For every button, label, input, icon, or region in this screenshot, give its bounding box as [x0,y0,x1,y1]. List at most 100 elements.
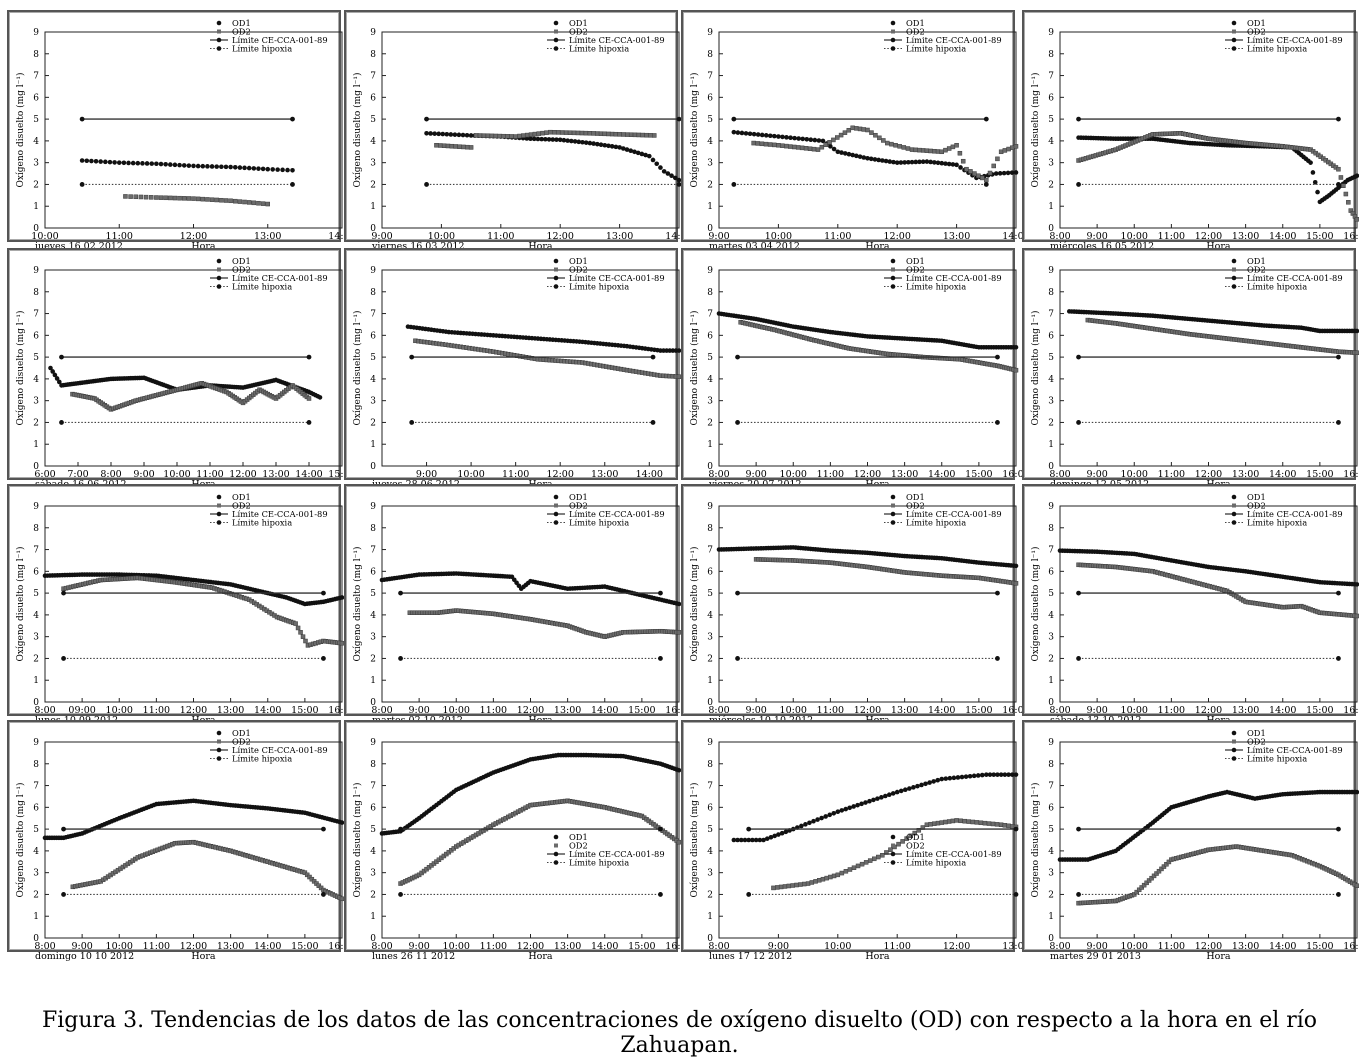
legend-label: Límite CE-CCA-001-89 [232,509,328,519]
od1-point [214,164,220,169]
legend-label: OD1 [906,18,925,28]
y-tick-label: 7 [370,782,376,792]
od2-point [1346,200,1351,205]
od2-point [976,173,981,178]
y-tick-label: 0 [1048,224,1054,234]
chart-svg: 0 1 2 3 4 5 6 7 8 9 8:00 9:00 10:00 11:00 12:00 13:00 14… [1030,492,1359,726]
x-tick-label: 14:00 [928,705,955,716]
od2-point [1006,823,1011,829]
hypoxia-limit-point [398,892,403,897]
x-tick-label: 14:00 [591,941,618,952]
y-axis-label: Oxígeno disuelto (mg l⁻¹) [1030,310,1041,425]
od2-point [900,839,905,844]
hypoxia-limit-point [61,656,66,661]
od1-point [647,153,652,159]
x-tick-label: 13:00 [1232,941,1259,952]
od1-point [339,595,345,600]
od2-point [904,836,909,841]
od1-point [776,134,781,139]
od2-point [625,132,630,137]
x-tick-label: 16:00 [1343,231,1359,242]
legend-label: Límite hipoxia [1247,754,1307,764]
y-tick-label: 8 [707,50,713,60]
od2-point [468,145,474,150]
y-axis-label: Oxígeno disuelto (mg l⁻¹) [352,782,363,897]
x-tick-label: 8:00 [708,705,729,716]
regulatory-limit-point [59,354,64,360]
od1-point [550,137,556,142]
od1-point [237,165,243,170]
hypoxia-limit-point [650,420,656,425]
od2-point [805,881,811,886]
od2-point [986,821,992,826]
od1-point [676,768,682,773]
legend-symbol [216,520,222,525]
date-label: martes 29 01 2013 [1050,951,1141,962]
x-tick-label: 15:00 [1306,705,1333,716]
od2-point [1144,880,1149,886]
y-tick-label: 2 [707,890,713,900]
y-tick-label: 8 [370,524,376,534]
x-tick-label: 9:00 [745,705,766,716]
y-tick-label: 6 [1048,803,1054,813]
x-tick-label: 13:00 [1232,231,1259,242]
od2-point [1013,144,1019,149]
y-tick-label: 2 [33,654,39,664]
od1-point [572,139,578,144]
od1-point [1009,170,1015,175]
od2-point [644,132,649,138]
od2-point [968,169,973,174]
legend-symbol [553,834,559,840]
x-tick-label: 10:00 [428,231,455,242]
series-regulatory-limit [61,826,326,832]
od1-point [935,160,941,166]
od1-point [842,151,848,156]
od1-point [528,136,533,142]
od2-point [628,132,634,137]
y-tick-label: 8 [370,760,376,770]
legend-symbol [216,284,222,289]
od2-point [897,144,902,149]
legend-symbol [216,747,222,753]
x-tick-label: 11:00 [143,941,170,952]
od2-point [984,177,989,183]
od2-point [265,201,270,207]
od2-point [917,147,922,153]
od1-point [531,136,537,142]
od2-point [606,131,611,137]
legend-symbol [554,843,558,848]
od1-point [796,136,801,141]
series-hypoxia-limit [398,656,663,661]
od2-point [501,133,507,139]
legend-label: OD2 [1247,501,1266,511]
y-tick-label: 4 [1048,375,1054,385]
od1-point [823,814,828,819]
od1-point [676,177,682,183]
y-tick-label: 8 [370,50,376,60]
legend-symbol [216,37,222,43]
series-regulatory-limit [746,826,1019,832]
series-od1 [731,772,1019,843]
od1-point [569,138,574,144]
y-tick-label: 3 [707,633,713,643]
od2-point [1010,145,1015,150]
y-tick-label: 9 [370,738,376,748]
x-axis-label: Hora [191,241,216,252]
legend-symbol [1231,730,1237,736]
od1-point [452,132,458,137]
od1-point [800,136,805,142]
y-tick-label: 5 [33,825,39,835]
od2-point [815,147,821,152]
od2-point [528,132,534,137]
od2-point [1338,175,1344,180]
series-regulatory-limit [61,590,326,596]
od2-point [932,821,937,826]
od1-point [859,801,864,807]
y-tick-label: 9 [33,502,39,512]
od1-point [919,782,924,788]
od1-point [149,161,155,166]
od1-point [950,162,956,167]
chart-panel: 0 1 2 3 4 5 6 7 8 9 9:00 10:00 11:00 12:00 13:00 14:00 O… [344,248,682,490]
y-tick-label: 9 [370,502,376,512]
